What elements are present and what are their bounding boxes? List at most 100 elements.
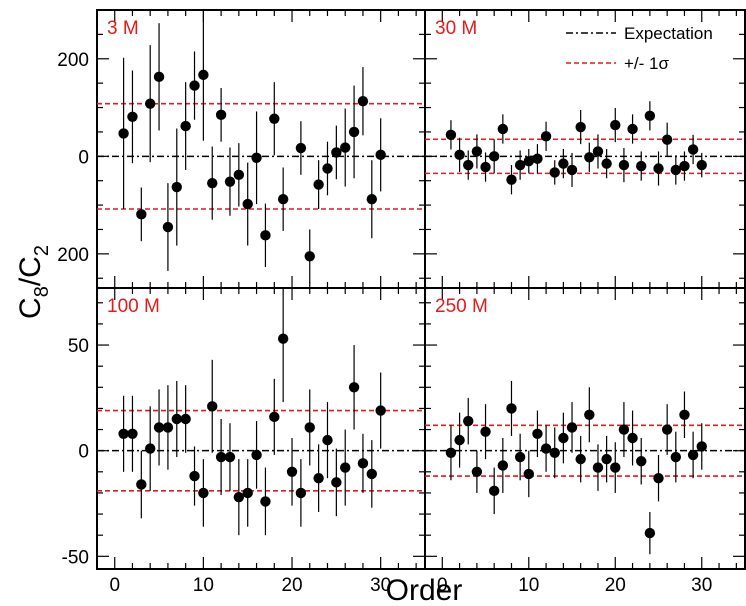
data-point: [653, 163, 664, 174]
data-point: [575, 453, 586, 465]
y-tick-label: 50: [68, 336, 89, 357]
data-point: [224, 176, 236, 187]
data-point: [286, 466, 298, 478]
data-point: [532, 153, 543, 164]
data-point: [224, 451, 236, 463]
data-point: [627, 123, 638, 135]
data-point: [549, 167, 560, 178]
data-point: [118, 428, 129, 439]
legend-sigma-label: +/- 1σ: [624, 54, 669, 73]
panel-3: 0 10 20 30 250 M: [424, 287, 746, 596]
data-point: [592, 462, 604, 473]
data-point: [162, 221, 174, 233]
data-point: [558, 158, 569, 169]
data-point: [162, 422, 174, 433]
data-point: [144, 98, 156, 109]
panel-label: 3 M: [107, 18, 139, 39]
data-point: [454, 434, 465, 446]
y-axis-title-main: C: [14, 297, 47, 319]
data-point: [679, 409, 690, 420]
data-point: [233, 169, 245, 181]
data-point: [215, 109, 227, 121]
y-tick-label: -50: [62, 547, 89, 568]
panel-0: 200 0 200 3 M: [57, 9, 426, 289]
data-point: [653, 472, 664, 484]
data-point: [601, 453, 612, 465]
data-point: [304, 422, 315, 433]
data-point: [153, 422, 165, 433]
data-point: [171, 181, 182, 193]
data-point: [136, 209, 147, 220]
x-axis-title: Order: [386, 574, 463, 606]
data-point: [348, 382, 360, 393]
data-point: [488, 151, 500, 162]
data-point: [540, 131, 552, 142]
data-point: [471, 466, 483, 478]
y-tick-label: 0: [78, 147, 89, 168]
x-tick-label: 10: [193, 575, 214, 596]
data-point: [198, 69, 209, 81]
data-point: [313, 179, 324, 190]
y-tick-label: 200: [57, 50, 89, 71]
data-point: [198, 487, 209, 499]
legend: Expectation +/- 1σ: [566, 24, 713, 73]
y-axis-title-sep: /C: [14, 256, 47, 286]
data-point: [601, 158, 612, 169]
panel-label: 250 M: [435, 296, 488, 317]
data-point: [242, 198, 253, 210]
data-point: [136, 479, 147, 490]
data-point: [340, 462, 351, 473]
data-point: [506, 174, 517, 185]
data-point: [566, 164, 578, 176]
data-point: [322, 163, 333, 174]
data-point: [584, 409, 595, 420]
data-point: [357, 458, 369, 469]
data-point: [670, 164, 682, 176]
data-point: [375, 149, 386, 161]
data-point: [471, 146, 483, 157]
x-tick-label: 0: [437, 575, 448, 596]
data-point: [366, 468, 378, 480]
data-point: [180, 413, 191, 425]
data-point: [269, 113, 280, 124]
data-point: [295, 487, 307, 499]
data-point: [366, 194, 378, 205]
y-tick-label: 200: [57, 245, 89, 266]
data-point: [357, 96, 369, 107]
data-point: [463, 159, 474, 171]
x-tick-label: 30: [691, 575, 712, 596]
data-point: [687, 449, 699, 461]
data-point: [592, 146, 604, 157]
data-point: [322, 434, 333, 446]
data-point: [277, 333, 289, 344]
data-point: [348, 126, 360, 138]
data-point: [375, 405, 386, 416]
x-tick-label: 0: [109, 575, 120, 596]
data-point: [445, 129, 457, 141]
data-point: [251, 152, 262, 163]
data-point: [242, 487, 253, 499]
data-point: [127, 111, 138, 123]
data-point: [506, 403, 517, 414]
data-point: [696, 159, 707, 171]
data-point: [180, 120, 191, 132]
data-point: [514, 451, 526, 463]
data-point: [610, 119, 621, 131]
data-point: [207, 401, 218, 412]
data-point: [295, 142, 307, 154]
data-point: [480, 426, 491, 437]
legend-expectation-label: Expectation: [624, 24, 713, 43]
data-point: [670, 451, 682, 463]
panel-frame: [424, 287, 746, 570]
data-point: [584, 152, 595, 163]
data-point: [118, 128, 129, 139]
x-tick-label: 30: [370, 575, 391, 596]
data-point: [644, 110, 656, 122]
data-point: [610, 462, 621, 473]
data-point: [661, 424, 673, 435]
data-point: [523, 468, 534, 480]
data-point: [269, 411, 280, 423]
data-point: [304, 251, 315, 262]
x-tick-label: 20: [281, 575, 302, 596]
